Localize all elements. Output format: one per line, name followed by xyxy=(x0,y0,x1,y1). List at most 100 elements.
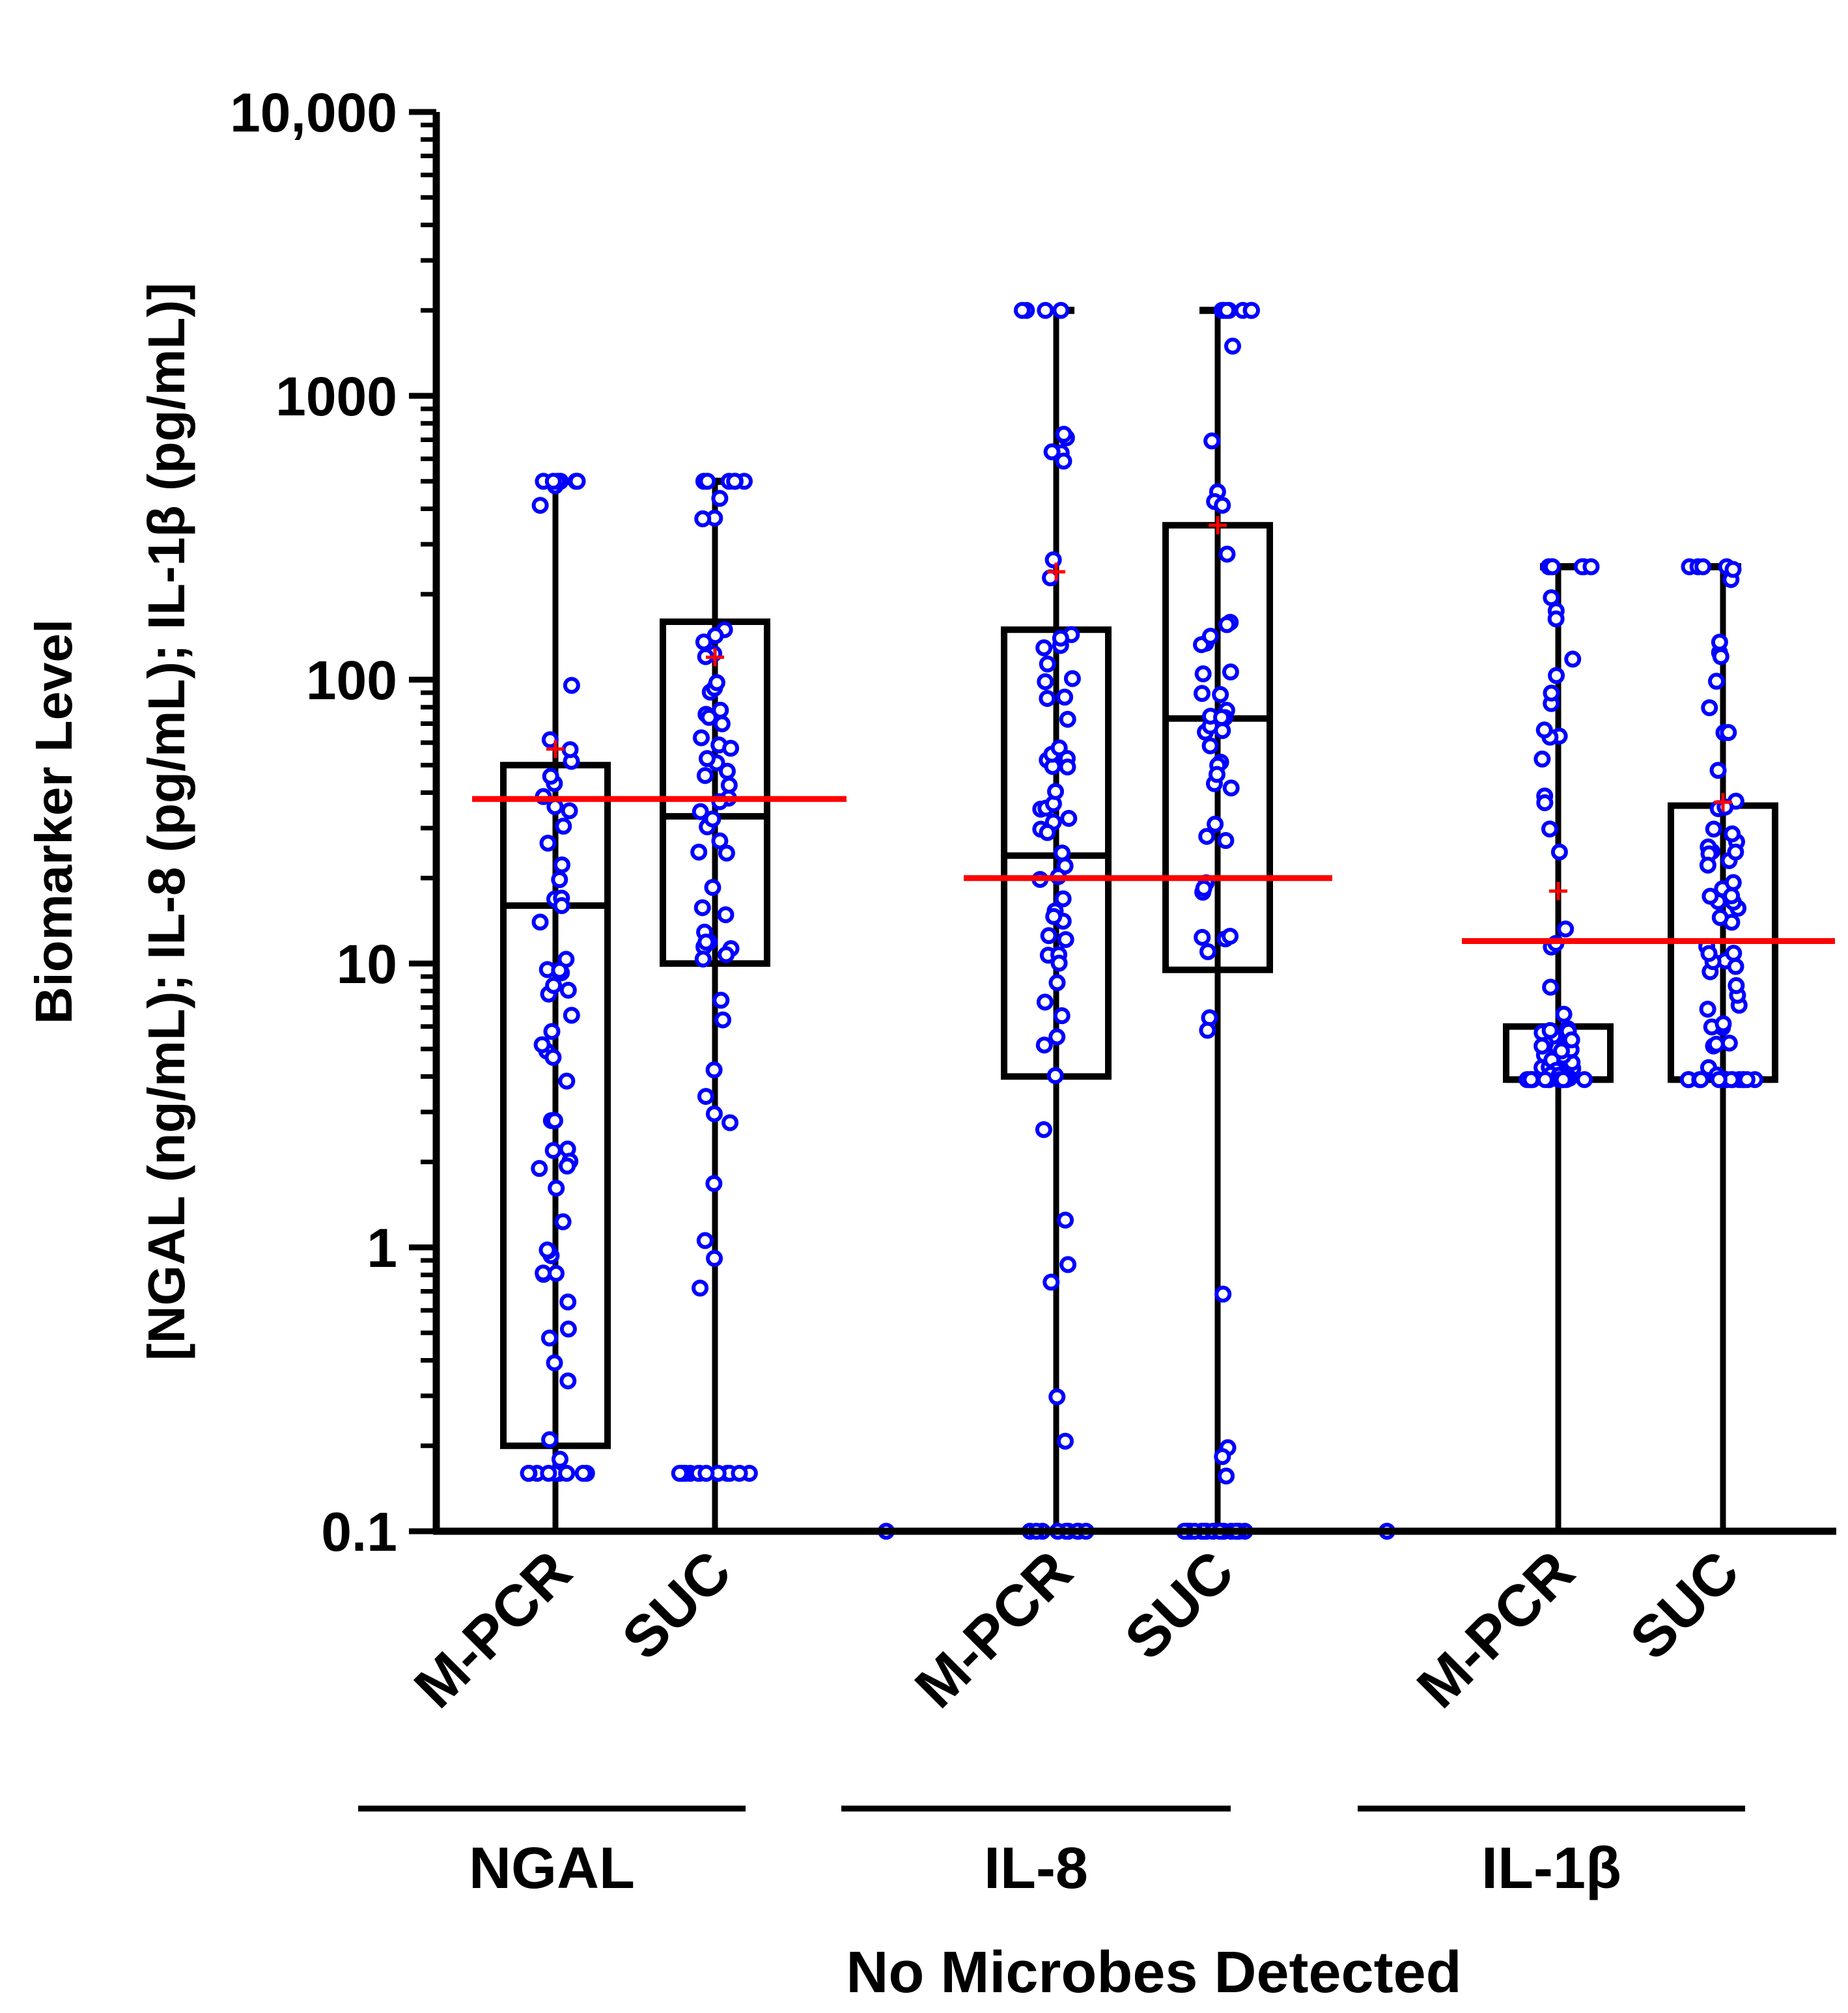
data-point xyxy=(551,871,568,889)
data-point xyxy=(539,835,557,852)
data-point xyxy=(1724,825,1741,842)
data-point xyxy=(1046,1067,1064,1085)
data-point xyxy=(1535,721,1553,739)
data-point xyxy=(1533,750,1551,768)
data-point xyxy=(717,906,735,924)
y-tick-label: 1000 xyxy=(275,366,397,427)
data-point xyxy=(1701,887,1719,905)
data-point xyxy=(692,729,710,747)
data-point xyxy=(1707,673,1725,690)
data-point xyxy=(1059,710,1076,728)
data-point xyxy=(1541,820,1558,838)
data-point xyxy=(520,1465,537,1482)
data-point xyxy=(1054,890,1072,908)
group-label: NGAL xyxy=(469,1836,635,1901)
data-point xyxy=(1554,1071,1572,1089)
data-point xyxy=(712,992,730,1009)
data-point xyxy=(1576,1071,1593,1089)
data-point xyxy=(1224,337,1241,355)
data-point xyxy=(1214,1448,1231,1465)
data-point xyxy=(720,777,738,794)
x-category-label: M-PCR xyxy=(1405,1538,1587,1720)
data-point xyxy=(671,1465,688,1482)
data-point xyxy=(548,1180,565,1197)
data-point xyxy=(1057,1212,1074,1229)
data-point xyxy=(546,1354,563,1372)
data-point xyxy=(1724,561,1742,578)
data-point xyxy=(553,856,570,874)
data-point xyxy=(731,1465,748,1482)
data-point xyxy=(1050,739,1068,757)
data-point xyxy=(1207,815,1224,833)
y-tick-label: 10 xyxy=(337,934,397,995)
data-point xyxy=(539,1242,556,1259)
y-tick-label: 0.1 xyxy=(321,1501,397,1562)
data-point xyxy=(559,1293,577,1311)
data-point xyxy=(711,832,729,850)
data-point xyxy=(1728,977,1745,994)
data-point xyxy=(546,1112,563,1130)
data-point xyxy=(1214,722,1231,740)
data-point xyxy=(559,981,577,999)
data-point xyxy=(1212,686,1229,703)
data-point xyxy=(718,946,735,964)
data-point xyxy=(555,818,572,835)
data-point xyxy=(1550,843,1568,861)
data-point xyxy=(694,510,712,527)
data-point xyxy=(1700,945,1718,962)
data-point xyxy=(704,879,721,896)
data-point xyxy=(559,1320,577,1338)
data-point xyxy=(692,1279,709,1297)
x-category-label: SUC xyxy=(1113,1538,1246,1672)
data-point xyxy=(543,1023,561,1040)
data-point xyxy=(568,473,586,490)
data-point xyxy=(544,1049,562,1066)
data-point xyxy=(559,1158,576,1175)
data-point xyxy=(1536,794,1554,811)
data-point xyxy=(1694,558,1712,576)
data-point xyxy=(1701,699,1718,717)
data-point xyxy=(1710,1071,1728,1089)
data-point xyxy=(1543,589,1560,607)
data-point xyxy=(1039,689,1056,707)
data-point xyxy=(693,899,711,917)
data-point xyxy=(531,1159,548,1177)
data-point xyxy=(1043,1273,1060,1291)
data-point xyxy=(1218,616,1236,633)
data-point xyxy=(1055,425,1072,443)
data-point xyxy=(1056,688,1074,706)
data-point xyxy=(541,731,559,749)
data-point xyxy=(533,1036,551,1053)
data-point xyxy=(1040,927,1057,945)
data-point xyxy=(711,490,729,507)
data-point xyxy=(561,802,578,820)
x-axis-title: No Microbes Detected xyxy=(846,1940,1461,2005)
data-point xyxy=(1724,874,1742,891)
data-point xyxy=(1547,610,1565,628)
data-point xyxy=(542,768,559,785)
data-point xyxy=(1582,558,1600,576)
data-point xyxy=(1720,724,1737,742)
data-point xyxy=(1208,766,1225,783)
data-point xyxy=(551,1451,568,1468)
x-category-label: M-PCR xyxy=(903,1538,1085,1720)
data-point xyxy=(700,708,718,726)
data-point xyxy=(1198,827,1216,845)
data-point xyxy=(1217,832,1235,850)
data-point xyxy=(692,803,709,820)
data-point xyxy=(1709,762,1727,779)
data-point xyxy=(1059,1256,1077,1273)
data-point xyxy=(1048,1388,1066,1406)
y-tick-label: 1 xyxy=(367,1217,397,1279)
data-point xyxy=(1222,928,1239,945)
data-point xyxy=(1213,709,1231,727)
x-category-label: SUC xyxy=(1618,1538,1752,1672)
data-point xyxy=(1195,880,1212,897)
data-point xyxy=(1542,979,1560,996)
data-point xyxy=(1723,887,1741,905)
data-point xyxy=(1555,1005,1573,1023)
data-point xyxy=(1036,993,1054,1011)
data-point xyxy=(1548,667,1565,684)
data-point xyxy=(1705,820,1722,838)
data-point xyxy=(1711,633,1728,651)
